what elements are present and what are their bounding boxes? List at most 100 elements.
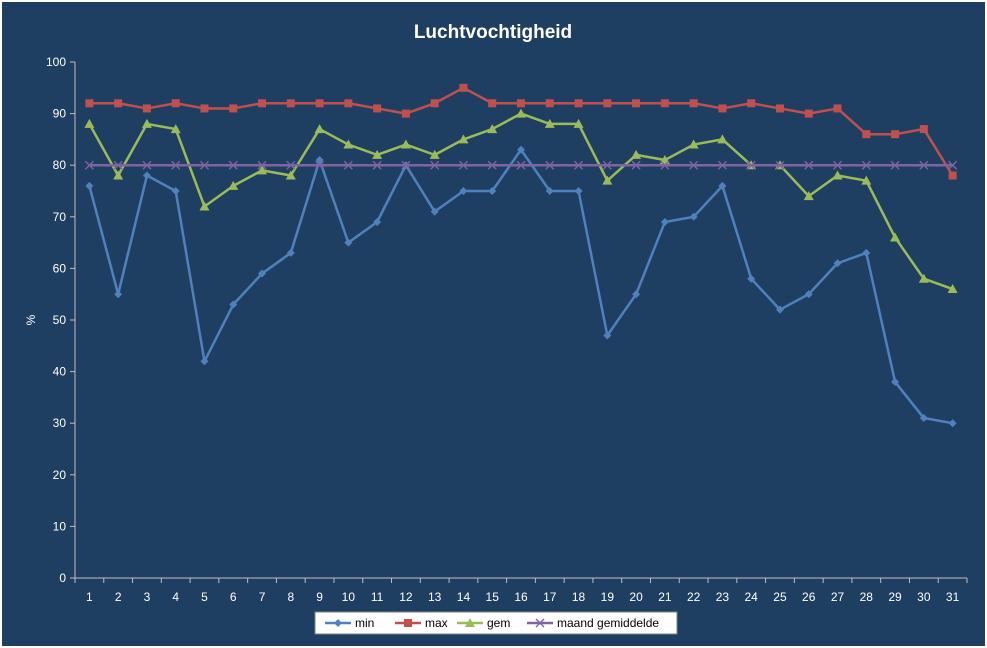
- x-tick-label: 12: [399, 590, 413, 604]
- x-tick-label: 31: [946, 590, 960, 604]
- chart-title: Luchtvochtigheid: [414, 22, 572, 43]
- x-tick-label: 7: [259, 590, 266, 604]
- data-point-min: [171, 187, 180, 195]
- data-point-max: [142, 104, 151, 113]
- data-point-max: [632, 99, 641, 108]
- data-point-gem: [602, 175, 613, 185]
- data-point-maand-gemiddelde: [113, 160, 123, 170]
- series-max: [85, 83, 957, 180]
- data-point-max: [373, 104, 382, 113]
- data-point-min: [85, 181, 94, 190]
- marker-x-stroke: [833, 160, 843, 170]
- legend-marker: [404, 619, 412, 627]
- y-tick-label: 90: [53, 107, 67, 121]
- x-tick-label: 2: [115, 590, 122, 604]
- data-point-maand-gemiddelde: [401, 160, 411, 170]
- data-point-gem: [372, 149, 383, 159]
- legend-box: [314, 611, 678, 635]
- data-point-maand-gemiddelde: [631, 160, 641, 170]
- data-point-gem: [717, 134, 728, 144]
- series-maand-gemiddelde: [84, 160, 958, 170]
- data-point-max: [200, 104, 209, 113]
- data-point-min: [517, 145, 525, 154]
- legend-label: max: [425, 616, 448, 630]
- data-point-gem: [257, 165, 268, 175]
- data-point-min: [373, 217, 382, 226]
- data-point-maand-gemiddelde: [689, 160, 699, 170]
- x-tick-label: 14: [457, 590, 471, 604]
- data-point-max: [459, 83, 468, 92]
- series-min: [85, 145, 957, 428]
- data-point-min: [344, 238, 353, 247]
- data-point-maand-gemiddelde: [574, 160, 584, 170]
- marker-x-stroke: [919, 160, 929, 170]
- data-point-gem: [688, 139, 699, 149]
- data-point-max: [258, 99, 267, 108]
- marker-x-stroke: [535, 618, 545, 628]
- data-point-min: [660, 217, 669, 226]
- y-tick-label: 10: [53, 519, 67, 533]
- data-point-min: [286, 248, 295, 257]
- data-point-max: [286, 99, 295, 108]
- data-point-max: [718, 104, 727, 113]
- x-tick-label: 13: [428, 590, 442, 604]
- x-tick-label: 4: [172, 590, 179, 604]
- legend-label: min: [355, 616, 374, 630]
- data-point-maand-gemiddelde: [545, 160, 555, 170]
- data-point-max: [114, 99, 123, 108]
- x-tick-label: 5: [201, 590, 208, 604]
- marker-x-stroke: [602, 160, 612, 170]
- marker-x-stroke: [199, 160, 209, 170]
- data-point-gem: [314, 124, 325, 134]
- legend-item-max: max: [395, 616, 448, 630]
- y-tick-label: 20: [53, 468, 67, 482]
- data-point-gem: [890, 232, 901, 242]
- y-tick-label: 60: [53, 261, 67, 275]
- data-point-gem: [84, 118, 95, 128]
- data-point-gem: [918, 273, 929, 283]
- x-tick-label: 15: [486, 590, 500, 604]
- data-point-maand-gemiddelde: [804, 160, 814, 170]
- legend-marker: [334, 619, 342, 627]
- data-point-maand-gemiddelde: [660, 160, 670, 170]
- y-tick-label: 70: [53, 210, 67, 224]
- x-tick-label: 10: [342, 590, 356, 604]
- data-point-maand-gemiddelde: [775, 160, 785, 170]
- legend-item-maand-gemiddelde: maand gemiddelde: [527, 616, 659, 630]
- x-tick-label: 27: [831, 590, 845, 604]
- data-point-gem: [544, 118, 555, 128]
- legend-item-gem: gem: [457, 616, 510, 630]
- legend-marker: [465, 618, 475, 627]
- data-point-max: [747, 99, 756, 108]
- data-point-maand-gemiddelde: [487, 160, 497, 170]
- data-point-maand-gemiddelde: [84, 160, 94, 170]
- x-tick-label: 11: [371, 590, 384, 604]
- data-point-maand-gemiddelde: [315, 160, 325, 170]
- data-point-gem: [170, 124, 181, 134]
- data-point-gem: [803, 191, 814, 201]
- data-point-min: [142, 171, 151, 180]
- data-point-max: [85, 99, 94, 108]
- marker-x-stroke: [631, 160, 641, 170]
- x-tick-label: 21: [658, 590, 672, 604]
- data-point-min: [689, 212, 698, 221]
- data-point-gem: [947, 284, 958, 294]
- data-point-gem: [487, 124, 498, 134]
- data-point-max: [344, 99, 353, 108]
- x-tick-label: 16: [514, 590, 528, 604]
- data-point-max: [430, 99, 439, 108]
- marker-x-stroke: [689, 160, 699, 170]
- marker-x-stroke: [343, 160, 353, 170]
- data-point-maand-gemiddelde: [228, 160, 238, 170]
- data-point-gem: [631, 149, 642, 159]
- legend-label: gem: [487, 616, 510, 630]
- data-point-maand-gemiddelde: [919, 160, 929, 170]
- data-point-gem: [429, 149, 440, 159]
- data-point-max: [891, 130, 900, 139]
- data-point-min: [804, 290, 813, 299]
- data-point-min: [891, 377, 900, 386]
- data-point-min: [718, 181, 727, 190]
- data-point-maand-gemiddelde: [430, 160, 440, 170]
